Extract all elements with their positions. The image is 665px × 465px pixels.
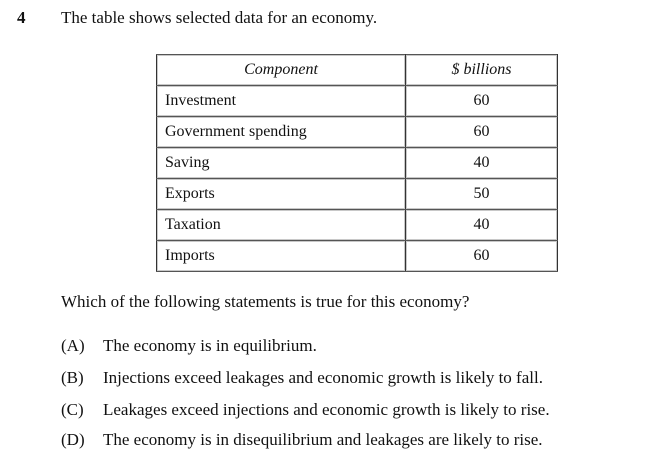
component-cell: Taxation — [156, 209, 406, 241]
table-row: Saving 40 — [156, 147, 558, 179]
table-row: Taxation 40 — [156, 209, 558, 241]
option-c: (C) Leakages exceed injections and econom… — [61, 400, 550, 420]
component-cell: Government spending — [156, 116, 406, 148]
component-cell: Investment — [156, 85, 406, 117]
table-row: Imports 60 — [156, 240, 558, 272]
table-row: Exports 50 — [156, 178, 558, 210]
option-text: Leakages exceed injections and economic … — [103, 400, 550, 419]
value-cell: 60 — [405, 116, 558, 148]
option-letter: (A) — [61, 336, 85, 355]
value-cell: 60 — [405, 85, 558, 117]
economy-data-table: Component $ billions Investment 60 Gover… — [156, 54, 558, 272]
component-cell: Imports — [156, 240, 406, 272]
value-cell: 40 — [405, 209, 558, 241]
option-a: (A) The economy is in equilibrium. — [61, 336, 317, 356]
option-text: The economy is in disequilibrium and lea… — [103, 430, 543, 449]
component-cell: Exports — [156, 178, 406, 210]
question-number: 4 — [17, 8, 26, 27]
option-b: (B) Injections exceed leakages and econom… — [61, 368, 543, 388]
table-header-row: Component $ billions — [156, 54, 558, 86]
value-cell: 50 — [405, 178, 558, 210]
question-stem: The table shows selected data for an eco… — [61, 8, 378, 27]
question-prompt: Which of the following statements is tru… — [61, 292, 470, 311]
option-text: The economy is in equilibrium. — [103, 336, 317, 355]
option-letter: (D) — [61, 430, 85, 449]
column-header-component: Component — [156, 54, 406, 86]
component-cell: Saving — [156, 147, 406, 179]
table-row: Investment 60 — [156, 85, 558, 117]
value-cell: 40 — [405, 147, 558, 179]
option-letter: (C) — [61, 400, 84, 419]
column-header-billions: $ billions — [405, 54, 558, 86]
value-cell: 60 — [405, 240, 558, 272]
table-row: Government spending 60 — [156, 116, 558, 148]
option-d: (D) The economy is in disequilibrium and … — [61, 430, 543, 450]
option-text: Injections exceed leakages and economic … — [103, 368, 543, 387]
option-letter: (B) — [61, 368, 84, 387]
